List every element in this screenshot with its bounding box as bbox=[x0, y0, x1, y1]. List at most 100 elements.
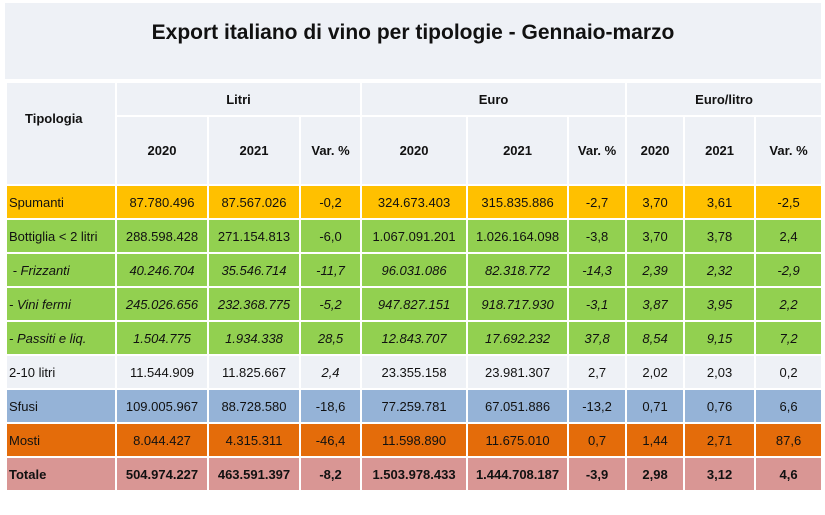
row-label: - Passiti e liq. bbox=[5, 320, 117, 356]
header-subcol: 2020 bbox=[360, 115, 469, 186]
table-cell: -2,9 bbox=[754, 252, 824, 288]
table-cell: 17.692.232 bbox=[466, 320, 570, 356]
table-cell: 87.567.026 bbox=[207, 184, 301, 220]
table-cell: 504.974.227 bbox=[115, 456, 209, 492]
table-cell: 288.598.428 bbox=[115, 218, 209, 254]
header-tipologia: Tipologia bbox=[5, 81, 117, 186]
header-group-euro: Euro bbox=[360, 81, 628, 117]
row-label: Mosti bbox=[5, 422, 117, 458]
table-cell: -5,2 bbox=[298, 286, 363, 322]
export-table: Tipologia Litri Euro Euro/litro 2020 202… bbox=[5, 81, 824, 492]
table-cell: 0,71 bbox=[625, 388, 686, 424]
table-cell: 2,4 bbox=[754, 218, 824, 254]
table-cell: 3,12 bbox=[683, 456, 757, 492]
table-cell: 3,70 bbox=[625, 218, 686, 254]
table-cell: -2,5 bbox=[754, 184, 824, 220]
table-cell: 1.934.338 bbox=[207, 320, 301, 356]
table-cell: 12.843.707 bbox=[360, 320, 469, 356]
table-cell: 87,6 bbox=[754, 422, 824, 458]
table-cell: -14,3 bbox=[567, 252, 628, 288]
header-subcol: 2021 bbox=[683, 115, 757, 186]
table-row: - Passiti e liq. 1.504.775 1.934.338 28,… bbox=[5, 320, 824, 356]
table-cell: 23.981.307 bbox=[466, 354, 570, 390]
table-cell: 947.827.151 bbox=[360, 286, 469, 322]
table-cell: -11,7 bbox=[298, 252, 363, 288]
header-subcol: Var. % bbox=[754, 115, 824, 186]
header-subcol: 2020 bbox=[625, 115, 686, 186]
table-cell: 3,95 bbox=[683, 286, 757, 322]
table-cell: 2,71 bbox=[683, 422, 757, 458]
table-cell: 3,61 bbox=[683, 184, 757, 220]
table-cell: 1.026.164.098 bbox=[466, 218, 570, 254]
table-cell: 315.835.886 bbox=[466, 184, 570, 220]
table-row: 2-10 litri 11.544.909 11.825.667 2,4 23.… bbox=[5, 354, 824, 390]
table-cell: 9,15 bbox=[683, 320, 757, 356]
row-label: - Frizzanti bbox=[5, 252, 117, 288]
table-cell: -3,9 bbox=[567, 456, 628, 492]
table-cell: 37,8 bbox=[567, 320, 628, 356]
table-row: - Frizzanti 40.246.704 35.546.714 -11,7 … bbox=[5, 252, 824, 288]
table-cell: 88.728.580 bbox=[207, 388, 301, 424]
header-subcol: 2021 bbox=[207, 115, 301, 186]
table-cell: 11.598.890 bbox=[360, 422, 469, 458]
table-cell: 1.503.978.433 bbox=[360, 456, 469, 492]
table-cell: 232.368.775 bbox=[207, 286, 301, 322]
table-cell: 3,70 bbox=[625, 184, 686, 220]
row-label: 2-10 litri bbox=[5, 354, 117, 390]
table-title: Export italiano di vino per tipologie - … bbox=[151, 21, 675, 44]
table-cell: 4,6 bbox=[754, 456, 824, 492]
table-cell: 245.026.656 bbox=[115, 286, 209, 322]
table-row: Mosti 8.044.427 4.315.311 -46,4 11.598.8… bbox=[5, 422, 824, 458]
table-cell: 3,78 bbox=[683, 218, 757, 254]
table-cell: 918.717.930 bbox=[466, 286, 570, 322]
title-band: Export italiano di vino per tipologie - … bbox=[5, 3, 821, 81]
header-row-groups: Tipologia Litri Euro Euro/litro bbox=[5, 81, 824, 186]
table-cell: 3,87 bbox=[625, 286, 686, 322]
table-cell: -46,4 bbox=[298, 422, 363, 458]
table-cell: 96.031.086 bbox=[360, 252, 469, 288]
table-row: Sfusi 109.005.967 88.728.580 -18,6 77.25… bbox=[5, 388, 824, 424]
table-row: - Vini fermi 245.026.656 232.368.775 -5,… bbox=[5, 286, 824, 322]
table-cell: 67.051.886 bbox=[466, 388, 570, 424]
table-cell: 35.546.714 bbox=[207, 252, 301, 288]
table-cell: 87.780.496 bbox=[115, 184, 209, 220]
table-cell: 28,5 bbox=[298, 320, 363, 356]
table-cell: 0,76 bbox=[683, 388, 757, 424]
table-cell: -3,8 bbox=[567, 218, 628, 254]
table-cell: 2,7 bbox=[567, 354, 628, 390]
table-cell: -3,1 bbox=[567, 286, 628, 322]
row-label: Totale bbox=[5, 456, 117, 492]
table-cell: 8,54 bbox=[625, 320, 686, 356]
table-cell: -2,7 bbox=[567, 184, 628, 220]
header-subcol: Var. % bbox=[298, 115, 363, 186]
table-cell: 463.591.397 bbox=[207, 456, 301, 492]
table-cell: 109.005.967 bbox=[115, 388, 209, 424]
table-cell: 2,02 bbox=[625, 354, 686, 390]
table-cell: 11.544.909 bbox=[115, 354, 209, 390]
table-cell: 0,7 bbox=[567, 422, 628, 458]
table-cell: -6,0 bbox=[298, 218, 363, 254]
header-subcol: Var. % bbox=[567, 115, 628, 186]
table-cell: -8,2 bbox=[298, 456, 363, 492]
table-cell: 1,44 bbox=[625, 422, 686, 458]
table-cell: -0,2 bbox=[298, 184, 363, 220]
table-row-total: Totale 504.974.227 463.591.397 -8,2 1.50… bbox=[5, 456, 824, 492]
export-table-sheet: Export italiano di vino per tipologie - … bbox=[5, 3, 824, 492]
row-label: - Vini fermi bbox=[5, 286, 117, 322]
table-row: Bottiglia < 2 litri 288.598.428 271.154.… bbox=[5, 218, 824, 254]
table-cell: 2,32 bbox=[683, 252, 757, 288]
table-cell: 1.504.775 bbox=[115, 320, 209, 356]
row-label: Sfusi bbox=[5, 388, 117, 424]
table-cell: 0,2 bbox=[754, 354, 824, 390]
table-cell: 7,2 bbox=[754, 320, 824, 356]
table-cell: 23.355.158 bbox=[360, 354, 469, 390]
table-cell: 77.259.781 bbox=[360, 388, 469, 424]
table-cell: -13,2 bbox=[567, 388, 628, 424]
table-cell: 324.673.403 bbox=[360, 184, 469, 220]
table-cell: 2,2 bbox=[754, 286, 824, 322]
table-cell: 1.067.091.201 bbox=[360, 218, 469, 254]
header-row-subcols: 2020 2021 Var. % 2020 2021 Var. % 2020 2… bbox=[6, 115, 824, 186]
table-cell: 2,4 bbox=[298, 354, 363, 390]
table-cell: 1.444.708.187 bbox=[466, 456, 570, 492]
table-cell: 2,98 bbox=[625, 456, 686, 492]
